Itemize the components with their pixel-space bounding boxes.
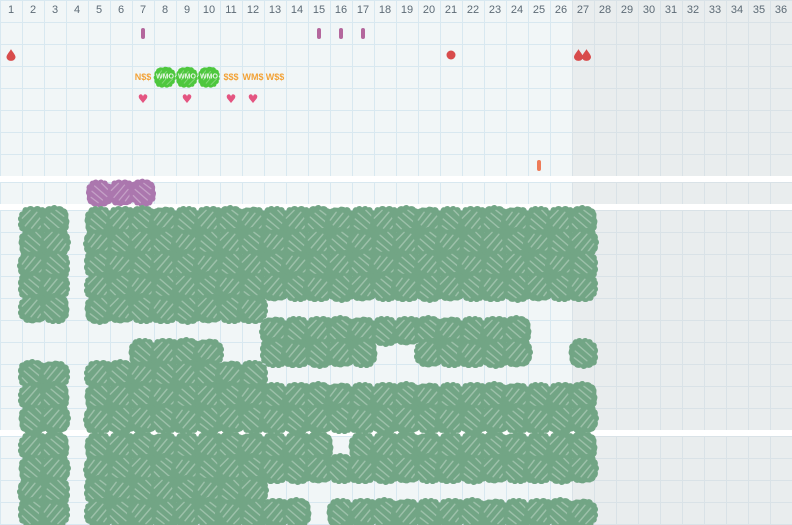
column-number: 5	[95, 4, 103, 16]
column-number: 34	[730, 4, 744, 16]
heart-icon: ♥	[181, 92, 193, 106]
column-number: 18	[378, 4, 392, 16]
annotation-band[interactable]	[0, 0, 792, 176]
water-drop-icon	[6, 49, 16, 61]
column-number: 36	[774, 4, 788, 16]
column-number: 14	[290, 4, 304, 16]
column-number: 25	[532, 4, 546, 16]
orange-marker-bar-icon	[537, 159, 541, 171]
column-number: 19	[400, 4, 414, 16]
cell-code-label: N$$	[134, 72, 152, 82]
column-number: 27	[576, 4, 590, 16]
column-number: 32	[686, 4, 700, 16]
scribble-label: WMO	[156, 73, 174, 81]
column-number: 17	[356, 4, 370, 16]
heart-icon: ♥	[247, 92, 259, 106]
column-number: 21	[444, 4, 458, 16]
column-number: 7	[139, 4, 147, 16]
column-number: 6	[117, 4, 125, 16]
double-water-drop-icon	[582, 49, 591, 61]
purple-marker-bar-icon	[141, 27, 145, 39]
heart-icon: ♥	[137, 92, 149, 106]
purple-marker-bar-icon	[339, 27, 343, 39]
column-number: 15	[312, 4, 326, 16]
column-number: 8	[161, 4, 169, 16]
crop-blob[interactable]	[128, 177, 157, 208]
purple-marker-bar-icon	[361, 27, 365, 39]
crop-blob[interactable]	[566, 497, 599, 525]
column-number: 22	[466, 4, 480, 16]
offgrid-gray-area	[572, 436, 792, 525]
column-number: 30	[642, 4, 656, 16]
column-number: 35	[752, 4, 766, 16]
column-number: 33	[708, 4, 722, 16]
column-number: 9	[183, 4, 191, 16]
heart-icon: ♥	[225, 92, 237, 106]
column-number: 28	[598, 4, 612, 16]
crop-blob[interactable]	[501, 337, 534, 369]
scribble-label: WMO	[200, 73, 218, 81]
column-number: 4	[73, 4, 81, 16]
purple-marker-bar-icon	[317, 27, 321, 39]
column-number: 12	[246, 4, 260, 16]
crop-blob[interactable]	[39, 403, 72, 435]
crop-blob[interactable]	[38, 497, 71, 525]
crop-blob[interactable]	[236, 293, 269, 325]
column-number: 23	[488, 4, 502, 16]
scribble-label: WMO	[178, 73, 196, 81]
column-number: 26	[554, 4, 568, 16]
column-number: 1	[7, 4, 15, 16]
cell-code-label: WM$	[242, 72, 264, 82]
column-number: 24	[510, 4, 524, 16]
column-number: 16	[334, 4, 348, 16]
double-water-drop-icon	[574, 49, 583, 61]
crop-blob[interactable]	[567, 403, 600, 435]
cell-code-label: W$$	[265, 72, 285, 82]
crop-blob[interactable]	[347, 336, 379, 369]
crop-blob[interactable]	[566, 271, 599, 303]
column-number: 3	[51, 4, 59, 16]
crop-blob[interactable]	[39, 292, 71, 325]
purple-crop-row[interactable]	[0, 182, 792, 204]
column-number: 13	[268, 4, 282, 16]
crop-blob[interactable]	[567, 337, 599, 370]
offgrid-gray-area	[572, 210, 792, 430]
cell-code-label: $$$	[223, 72, 239, 82]
column-number: 29	[620, 4, 634, 16]
column-number: 11	[225, 4, 237, 16]
column-number: 31	[664, 4, 678, 16]
crop-blob[interactable]	[567, 453, 600, 485]
crop-blob[interactable]	[281, 496, 313, 525]
offgrid-gray-area	[572, 182, 792, 204]
column-number: 2	[29, 4, 37, 16]
column-number: 20	[422, 4, 436, 16]
red-dot-icon	[446, 50, 456, 60]
column-number: 10	[202, 4, 216, 16]
offgrid-gray-area	[572, 0, 792, 176]
